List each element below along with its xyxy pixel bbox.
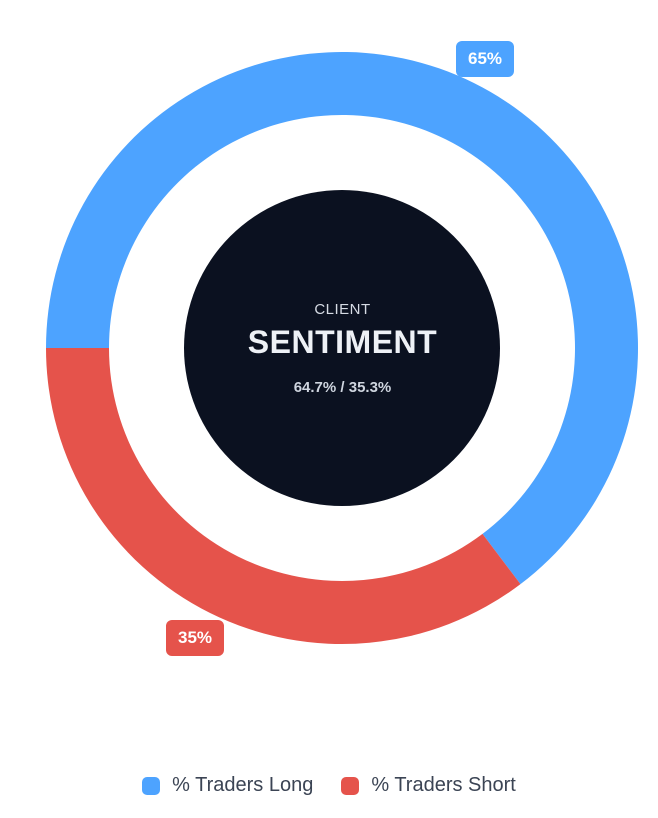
legend-item-long[interactable]: % Traders Long — [142, 774, 313, 797]
legend-label-short: % Traders Short — [371, 774, 516, 796]
slice-label-long: 65% — [456, 41, 515, 77]
center-disc — [184, 190, 500, 506]
slice-label-short: 35% — [166, 620, 225, 656]
legend: % Traders Long % Traders Short — [0, 774, 658, 797]
legend-item-short[interactable]: % Traders Short — [341, 774, 516, 797]
donut-chart — [46, 52, 638, 644]
legend-label-long: % Traders Long — [172, 774, 314, 796]
slice-short[interactable] — [46, 348, 521, 644]
legend-swatch-short — [341, 776, 360, 795]
legend-swatch-long — [142, 776, 161, 795]
